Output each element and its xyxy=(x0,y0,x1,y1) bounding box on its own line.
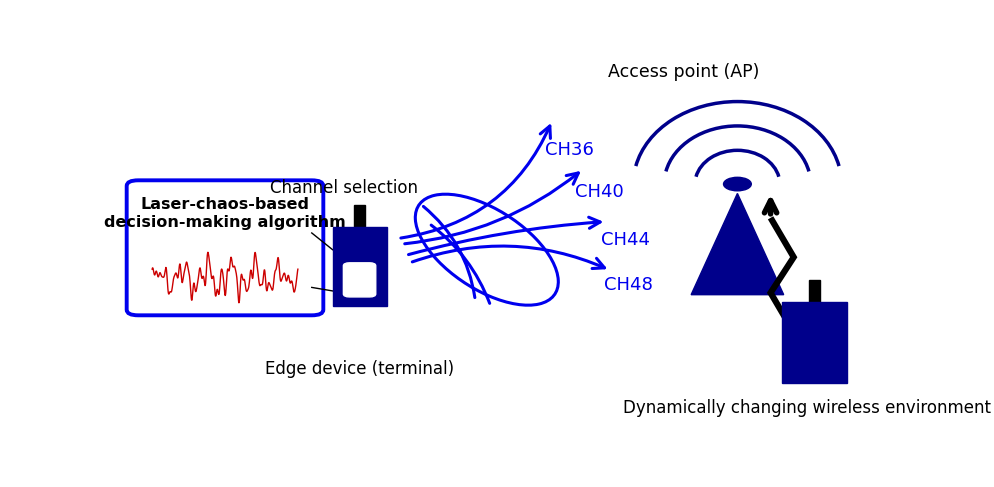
Text: CH36: CH36 xyxy=(544,141,592,159)
FancyBboxPatch shape xyxy=(126,180,323,315)
Bar xyxy=(354,205,365,229)
Text: CH48: CH48 xyxy=(603,276,652,294)
Text: Edge device (terminal): Edge device (terminal) xyxy=(264,360,453,378)
Bar xyxy=(781,302,846,383)
Text: Channel selection: Channel selection xyxy=(270,179,417,197)
Bar xyxy=(808,280,819,304)
Text: CH40: CH40 xyxy=(575,183,623,201)
Text: Access point (AP): Access point (AP) xyxy=(607,63,758,81)
Polygon shape xyxy=(691,193,783,295)
Bar xyxy=(332,227,386,306)
Circle shape xyxy=(723,177,750,191)
Text: Laser-chaos-based
decision-making algorithm: Laser-chaos-based decision-making algori… xyxy=(104,197,346,229)
Text: Dynamically changing wireless environment: Dynamically changing wireless environmen… xyxy=(622,398,990,416)
FancyBboxPatch shape xyxy=(343,263,376,297)
Text: CH44: CH44 xyxy=(600,231,649,249)
